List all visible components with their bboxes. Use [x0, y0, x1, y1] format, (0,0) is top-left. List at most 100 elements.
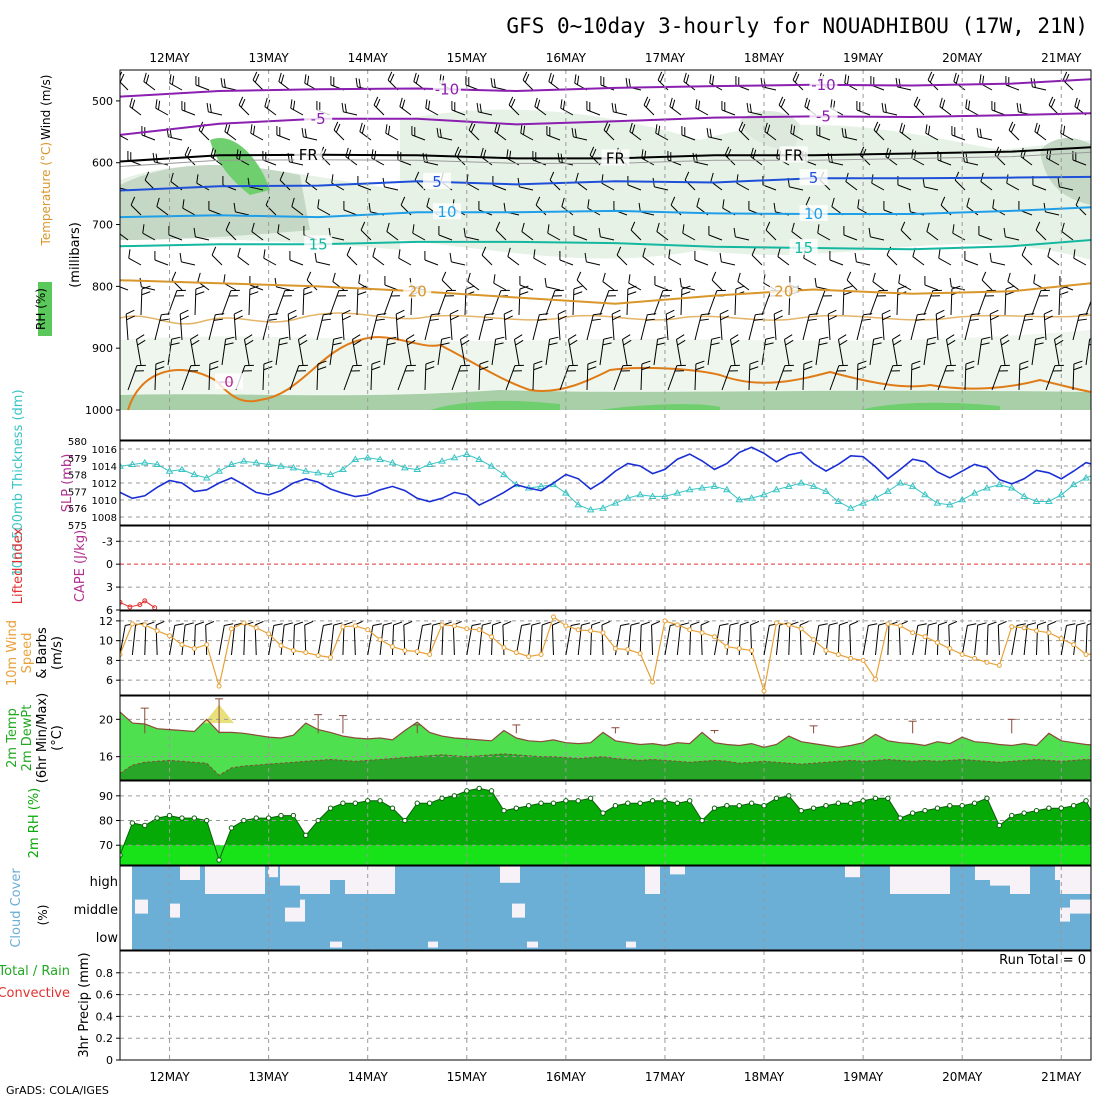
- wind-speed-point: [340, 624, 346, 630]
- thickness-point: [314, 468, 323, 476]
- wind-barb: [681, 134, 696, 141]
- isotherm-label-bg: [809, 75, 838, 92]
- wind-speed-point: [761, 688, 767, 694]
- wind-barb: [289, 161, 304, 166]
- rh-point: [414, 800, 420, 806]
- wind-barb-feather: [971, 313, 981, 316]
- wind-barb-feather: [846, 271, 852, 281]
- wind-barb-feather: [922, 177, 925, 187]
- temp-axis-label-line: 2m Temp: [5, 708, 20, 768]
- wind-barb: [629, 131, 642, 141]
- wind-barb-feather: [843, 291, 853, 296]
- wind-barb: [451, 365, 462, 391]
- wind-barb: [1045, 211, 1060, 216]
- wind-barb-feather: [560, 99, 563, 109]
- wind-barb: [573, 234, 588, 241]
- thickness-point: [376, 455, 384, 462]
- wind-barb: [464, 288, 467, 316]
- day-label-top: 12MAY: [149, 51, 190, 65]
- cloud-high-gap: [300, 866, 330, 894]
- wind-barb: [276, 134, 291, 141]
- wind-speed-tick-label: 12: [99, 615, 113, 628]
- wind-barb-feather: [492, 621, 502, 626]
- temp-tick-label: 16: [99, 751, 113, 764]
- wind-barb-feather: [1007, 272, 1011, 282]
- wind-speed-point: [1096, 651, 1100, 655]
- isotherm-label: 20: [408, 282, 427, 300]
- wind-barb: [846, 279, 858, 291]
- wind-speed-point: [414, 649, 420, 655]
- cloud-middle-gap: [170, 903, 180, 918]
- wind-barb-feather: [161, 313, 171, 316]
- wind-barb: [386, 231, 399, 241]
- wind-speed-point: [365, 627, 371, 633]
- wind-speed-point: [278, 643, 284, 649]
- wind-barb-feather: [1021, 246, 1027, 256]
- wind-speed-point: [228, 626, 234, 632]
- wind-barb-feather: [670, 196, 676, 206]
- wind-barb-feather: [764, 122, 768, 132]
- wind-barb-feather: [240, 98, 246, 108]
- wind-barb: [345, 156, 358, 166]
- wind-barb: [356, 288, 359, 316]
- wind-barb: [1021, 254, 1033, 266]
- lifted-index-point: [137, 602, 143, 608]
- wind-barb-feather: [575, 172, 579, 182]
- wind-barb-feather: [353, 339, 362, 346]
- isotherm-label: 0: [224, 373, 234, 391]
- wind-barb-feather: [341, 102, 344, 112]
- wind-barb-feather: [827, 309, 837, 315]
- wind-barb: [938, 257, 952, 266]
- thickness-point: [883, 487, 892, 494]
- wind-speed-point: [711, 634, 717, 640]
- wind-barb-feather: [818, 342, 828, 346]
- wind-barb-feather: [941, 99, 946, 109]
- wind-barb: [238, 104, 250, 116]
- wind-barb-feather: [479, 360, 489, 365]
- wind-barb-feather: [591, 621, 601, 626]
- rh-tick-label: 80: [99, 815, 113, 828]
- wind-barb-feather: [495, 221, 501, 231]
- wind-barb-feather: [332, 342, 342, 346]
- wind-barb-feather: [614, 103, 617, 113]
- wind-barb-feather: [143, 72, 147, 82]
- wind-barb: [856, 314, 864, 341]
- wind-barb: [803, 257, 817, 266]
- wind-barb-feather: [449, 309, 459, 315]
- wind-axis-label-line: & Barbs: [35, 627, 50, 679]
- wind-barb-feather: [387, 125, 391, 135]
- wind-barb: [951, 134, 966, 141]
- wind-barb-feather: [711, 336, 721, 340]
- slp-tick-label: 1008: [92, 513, 117, 524]
- wind-barb-feather: [605, 123, 611, 133]
- cloud-high-gap: [1060, 866, 1091, 894]
- wind-barb: [789, 186, 804, 191]
- day-label-bottom: 13MAY: [249, 1070, 290, 1084]
- wind-barb: [332, 281, 345, 291]
- wind-barb: [546, 134, 561, 141]
- wind-barb-feather: [211, 246, 217, 256]
- wind-barb-feather: [668, 249, 671, 259]
- thickness-point: [178, 465, 186, 473]
- wind-barb: [224, 131, 237, 141]
- day-label-bottom: 14MAY: [348, 1070, 389, 1084]
- rh-point: [934, 805, 941, 811]
- cloud-middle-gap: [300, 899, 305, 914]
- wind-barb: [515, 625, 523, 656]
- wind-barb-feather: [602, 342, 612, 346]
- wind-barb: [761, 290, 772, 316]
- wind-barb: [829, 161, 844, 166]
- wind-barb-feather: [317, 366, 327, 371]
- wind-barb-feather: [490, 77, 493, 87]
- wind-speed-point: [191, 646, 197, 652]
- wind-barb: [1060, 132, 1074, 141]
- rh-point: [971, 800, 978, 806]
- rh-tick-label: 70: [99, 839, 113, 852]
- wind-barb: [611, 314, 615, 341]
- wind-barb-feather: [755, 313, 765, 316]
- rh-point: [1058, 805, 1064, 811]
- wind-barb-feather: [396, 315, 405, 321]
- wind-barb-feather: [113, 178, 114, 187]
- wind-barb: [837, 625, 840, 656]
- wind-barb-feather: [828, 315, 837, 321]
